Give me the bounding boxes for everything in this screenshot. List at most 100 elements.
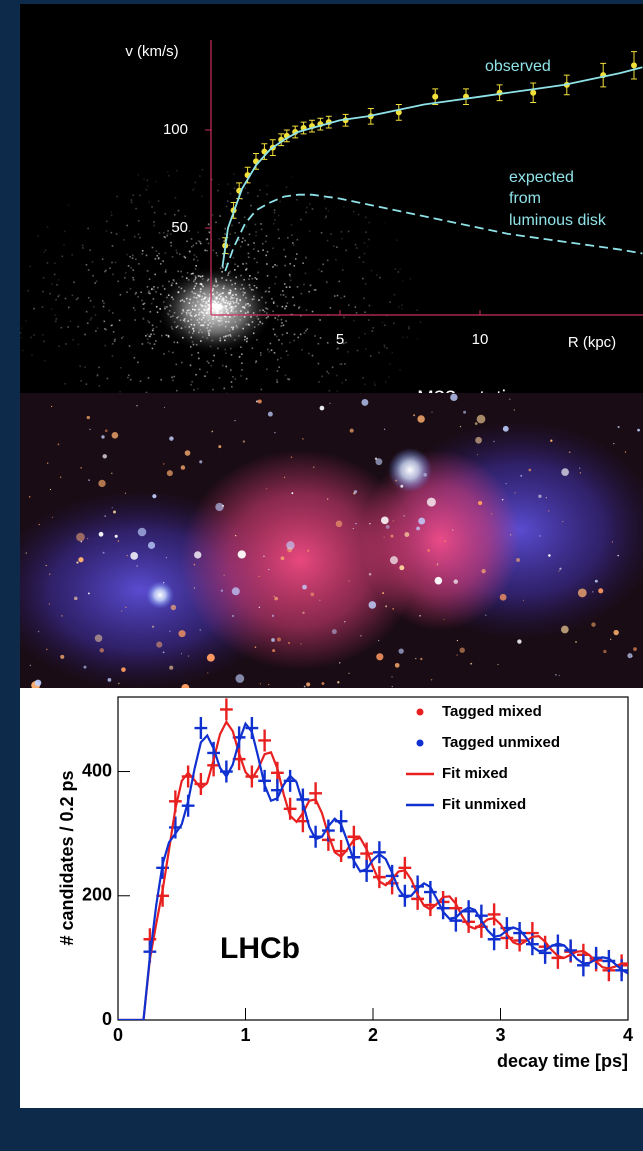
- galaxy-speck: [142, 318, 145, 321]
- galaxy-speck: [301, 348, 303, 351]
- annotation: from: [509, 190, 541, 207]
- galaxy-speck: [215, 291, 218, 294]
- galaxy-speck: [207, 242, 210, 245]
- galaxy-speck: [180, 270, 182, 273]
- galaxy-speck: [173, 213, 176, 216]
- photo-star: [118, 682, 120, 685]
- photo-star: [391, 685, 393, 688]
- galaxy-speck: [207, 223, 210, 225]
- galaxy-speck: [180, 287, 183, 290]
- photo-star: [349, 428, 354, 433]
- photo-star: [88, 479, 90, 482]
- photo-star: [107, 677, 112, 682]
- galaxy-speck: [146, 269, 149, 272]
- galaxy-speck: [202, 285, 204, 288]
- galaxy-speck: [84, 366, 86, 368]
- galaxy-speck: [272, 266, 274, 268]
- photo-star: [355, 523, 357, 525]
- galaxy-speck: [253, 242, 255, 244]
- galaxy-speck: [220, 304, 223, 307]
- galaxy-speck: [302, 262, 304, 265]
- galaxy-speck: [134, 309, 136, 311]
- galaxy-speck: [225, 205, 228, 208]
- galaxy-speck: [157, 200, 160, 202]
- data-point: [194, 717, 208, 740]
- galaxy-speck: [96, 374, 99, 377]
- photo-star: [394, 662, 400, 668]
- galaxy-speck: [124, 277, 126, 279]
- galaxy-speck: [227, 301, 229, 303]
- galaxy-speck: [355, 247, 358, 249]
- photo-star: [417, 415, 425, 423]
- galaxy-speck: [243, 307, 246, 309]
- galaxy-speck: [304, 272, 307, 275]
- galaxy-speck: [289, 279, 292, 282]
- galaxy-speck: [229, 316, 231, 318]
- galaxy-speck: [229, 270, 231, 273]
- photo-star: [502, 425, 509, 432]
- galaxy-speck: [247, 252, 250, 255]
- galaxy-speck: [187, 320, 189, 322]
- galaxy-speck: [159, 320, 162, 323]
- galaxy-speck: [27, 289, 30, 292]
- galaxy-speck: [173, 321, 176, 323]
- galaxy-speck: [167, 336, 170, 338]
- photo-star: [420, 657, 423, 661]
- galaxy-speck: [239, 319, 241, 321]
- galaxy-speck: [255, 361, 257, 364]
- galaxy-speck: [229, 334, 231, 336]
- galaxy-speck: [308, 203, 311, 205]
- photo-star: [611, 541, 614, 543]
- galaxy-speck: [215, 304, 217, 307]
- galaxy-speck: [239, 299, 242, 301]
- galaxy-speck: [207, 299, 210, 302]
- galaxy-speck: [230, 306, 232, 309]
- galaxy-speck: [145, 391, 148, 393]
- galaxy-speck: [260, 354, 262, 356]
- galaxy-speck: [341, 237, 343, 240]
- galaxy-speck: [230, 307, 233, 309]
- galaxy-speck: [253, 242, 255, 244]
- galaxy-speck: [41, 306, 44, 308]
- photo-star: [51, 516, 54, 518]
- galaxy-speck: [230, 326, 233, 329]
- galaxy-speck: [139, 380, 142, 383]
- galaxy-speck: [148, 201, 150, 203]
- photo-star: [398, 648, 404, 654]
- galaxy-speck: [169, 305, 172, 307]
- galaxy-speck: [228, 329, 231, 332]
- galaxy-speck: [149, 342, 151, 345]
- galaxy-speck: [276, 381, 279, 383]
- photo-star: [476, 454, 479, 456]
- galaxy-speck: [141, 252, 144, 255]
- galaxy-speck: [175, 282, 178, 285]
- galaxy-speck: [295, 253, 298, 255]
- photo-star: [271, 614, 275, 618]
- galaxy-speck: [160, 378, 162, 381]
- galaxy-speck: [212, 294, 214, 296]
- data-point: [258, 729, 271, 752]
- galaxy-speck: [238, 239, 240, 241]
- legend-swatch: [416, 708, 424, 716]
- galaxy-speck: [192, 292, 195, 295]
- data-point: [220, 698, 233, 721]
- galaxy-speck: [217, 307, 220, 309]
- galaxy-speck: [231, 224, 233, 227]
- galaxy-speck: [278, 237, 280, 240]
- fit-line: [118, 719, 628, 1020]
- photo-star: [130, 552, 139, 560]
- galaxy-speck: [298, 306, 301, 308]
- photo-star: [211, 430, 214, 433]
- galaxy-speck: [92, 274, 94, 277]
- galaxy-speck: [103, 320, 106, 323]
- galaxy-speck: [288, 273, 291, 276]
- galaxy-speck: [328, 389, 331, 392]
- galaxy-speck: [212, 315, 215, 318]
- galaxy-speck: [133, 356, 136, 359]
- galaxy-speck: [208, 304, 211, 306]
- galaxy-speck: [257, 323, 260, 326]
- galaxy-speck: [326, 239, 329, 242]
- galaxy-speck: [95, 330, 97, 332]
- galaxy-speck: [89, 300, 92, 302]
- galaxy-speck: [321, 375, 323, 378]
